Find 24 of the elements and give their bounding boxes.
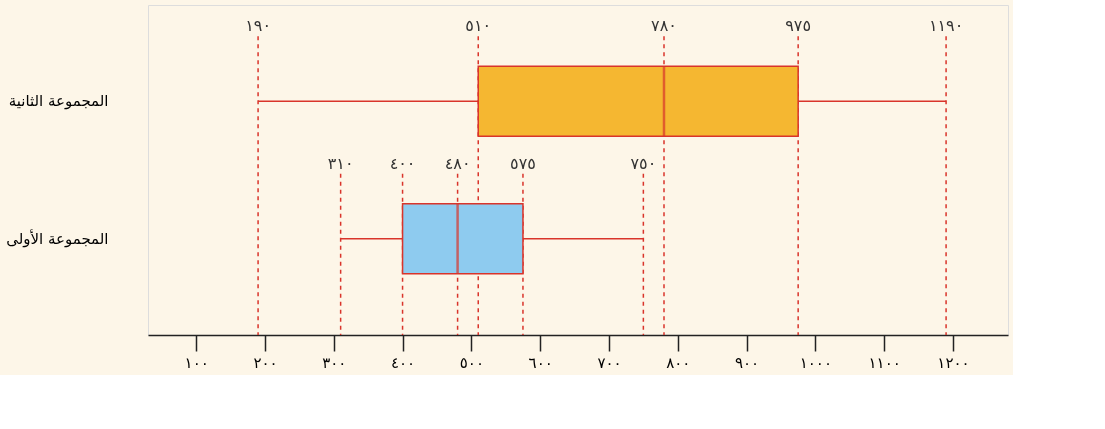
ref-line-label: ١٩٠: [245, 16, 271, 36]
ref-line-label: ٥١٠: [465, 16, 492, 36]
x-tick-label: ٧٠٠: [597, 353, 622, 372]
ref-line-label: ٤٠٠: [389, 153, 416, 173]
x-tick-label: ١٠٠: [184, 353, 209, 372]
x-tick-label: ١٠٠٠: [799, 353, 832, 372]
ref-line-label: ٩٧٥: [785, 16, 812, 36]
ref-line-label: ١١٩٠: [928, 16, 964, 36]
x-tick-label: ٦٠٠: [528, 353, 553, 372]
x-tick-label: ٢٠٠: [253, 353, 278, 372]
x-tick-label: ١٢٠٠: [937, 353, 970, 372]
x-tick-label: ١١٠٠: [868, 353, 901, 372]
x-tick-label: ٨٠٠: [666, 353, 691, 372]
ref-line-label: ٧٨٠: [651, 16, 677, 36]
x-tick-label: ٣٠٠: [322, 353, 347, 372]
x-tick-label: ٩٠٠: [734, 353, 760, 372]
ref-line-label: ٧٥٠: [630, 153, 657, 173]
x-tick-label: ٤٠٠: [390, 353, 416, 372]
y-tick-label: المجموعة الأولى: [6, 228, 109, 248]
y-tick-label: المجموعة الثانية: [8, 92, 109, 111]
x-tick-label: ٥٠٠: [459, 353, 484, 372]
ref-line-label: ٥٧٥: [510, 153, 536, 173]
ref-line-label: ٤٨٠: [444, 153, 471, 173]
ref-line-label: ٣١٠: [327, 153, 354, 173]
